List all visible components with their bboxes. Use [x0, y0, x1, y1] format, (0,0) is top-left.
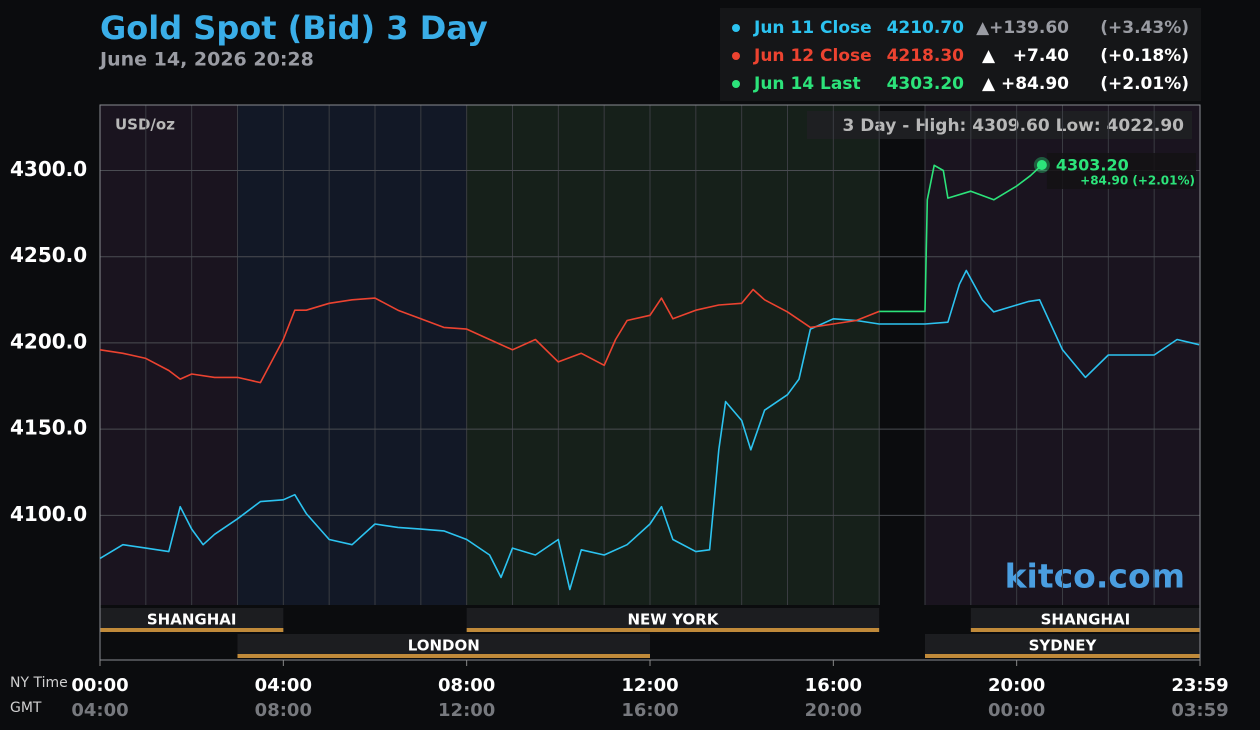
x2-axis-label: GMT: [10, 700, 42, 716]
session-label: SHANGHAI: [1041, 611, 1131, 629]
range-box: [807, 111, 1192, 139]
legend-name: Jun 12 Close: [753, 46, 872, 66]
y-tick-label: 4250.0: [10, 243, 87, 267]
session-label: SHANGHAI: [147, 611, 237, 629]
shade: [466, 105, 880, 605]
shade: [100, 105, 237, 605]
legend-dot: [732, 24, 740, 32]
x2-tick-label: 08:00: [255, 700, 312, 721]
legend-name: Jun 11 Close: [753, 18, 872, 38]
plot-border: [99, 104, 1201, 661]
x2-tick-label: 16:00: [621, 700, 678, 721]
shade: [880, 105, 925, 605]
x2-tick-label: 20:00: [805, 700, 862, 721]
legend-pct: (+2.01%): [1100, 74, 1189, 94]
last-point: [1036, 160, 1047, 170]
legend-pct: (+0.18%): [1100, 46, 1189, 66]
legend-dot: [732, 52, 740, 60]
x-tick-label: 20:00: [988, 675, 1045, 696]
legend-change: ▲+139.60: [976, 18, 1069, 38]
x2-tick-label: 04:00: [71, 700, 128, 721]
y-tick-label: 4200.0: [10, 329, 87, 353]
x-tick-label: 16:00: [805, 675, 862, 696]
y-tick-label: 4300.0: [10, 157, 87, 181]
x-tick-label: 00:00: [71, 675, 128, 696]
chart-title: Gold Spot (Bid) 3 Day: [100, 9, 488, 47]
session-label: SYDNEY: [1029, 637, 1098, 655]
legend-pct: (+3.43%): [1100, 18, 1189, 38]
x2-tick-label: 03:59: [1171, 700, 1228, 721]
last-change-label: +84.90 (+2.01%): [1080, 174, 1195, 188]
session-line: [970, 628, 1200, 632]
last-label: 4303.20: [1056, 156, 1129, 175]
series-line: [99, 269, 1200, 591]
x-tick-label: 23:59: [1171, 675, 1228, 696]
watermark: kitco.com: [1005, 557, 1185, 596]
legend-dot: [732, 80, 740, 88]
last-box: [1046, 153, 1196, 189]
series-line: [879, 164, 1043, 313]
legend-value: 4303.20: [887, 74, 965, 94]
chart-subtitle: June 14, 2026 20:28: [98, 49, 314, 71]
session-line: [100, 628, 284, 632]
legend-name: Jun 14 Last: [753, 74, 861, 94]
x2-tick-label: 12:00: [438, 700, 495, 721]
legend-value: 4210.70: [887, 18, 965, 38]
legend-change: ▲ +7.40: [982, 46, 1069, 66]
legend-box: [720, 8, 1201, 101]
x-tick-label: 04:00: [255, 675, 312, 696]
x-tick-label: 12:00: [621, 675, 678, 696]
session-label: LONDON: [408, 637, 480, 655]
y-tick-label: 4150.0: [10, 416, 87, 440]
x-tick-label: 08:00: [438, 675, 495, 696]
y-tick-label: 4100.0: [10, 502, 87, 526]
x-axis-label: NY Time: [10, 675, 68, 691]
legend-change: ▲ +84.90: [982, 74, 1069, 94]
x2-tick-label: 00:00: [988, 700, 1045, 721]
legend-value: 4218.30: [887, 46, 965, 66]
session-line: [237, 654, 650, 658]
session-line: [925, 654, 1200, 658]
session-line: [466, 628, 880, 632]
range-note: 3 Day - High: 4309.60 Low: 4022.90: [842, 116, 1184, 136]
unit-label: USD/oz: [115, 116, 175, 134]
series-line: [99, 288, 880, 384]
session-label: NEW YORK: [628, 611, 720, 629]
